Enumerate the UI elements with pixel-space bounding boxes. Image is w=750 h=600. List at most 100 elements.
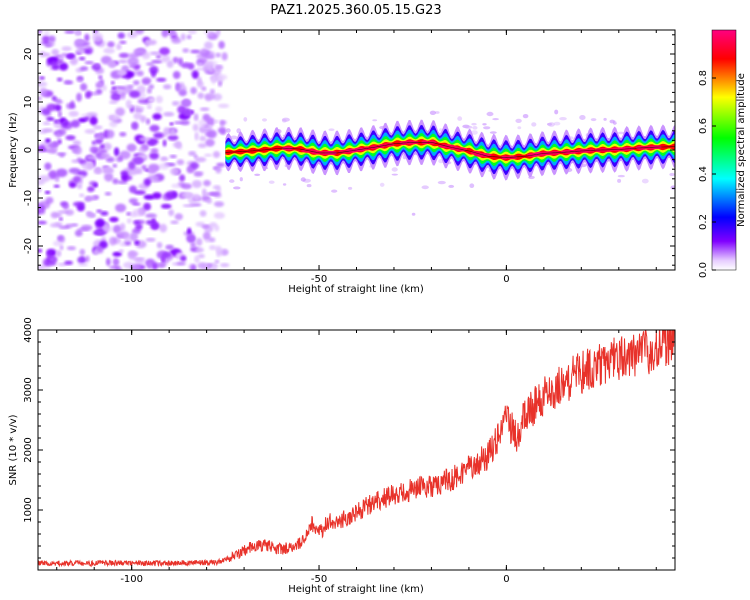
noise-blob [130,264,141,270]
y-tick-label: 4000 [23,317,34,342]
noise-blob [49,222,62,228]
noise-blob [214,64,223,69]
noise-blob [95,218,105,227]
noise-blob [134,260,145,264]
noise-blob [66,102,73,110]
noise-blob [157,262,167,267]
noise-blob [74,229,83,237]
signal-track [225,119,675,181]
noise-blob [61,53,68,57]
noise-blob [132,202,141,206]
x-tick-label: -100 [120,274,143,285]
noise-blob [76,92,82,102]
noise-blob [139,136,151,142]
halo-blob [531,122,537,127]
noise-blob [129,212,137,218]
noise-blob [78,56,86,61]
halo-blob [547,122,555,127]
noise-blob [213,67,222,77]
noise-blob [44,261,57,266]
noise-blob [135,30,144,35]
signal-spine [225,142,675,158]
noise-blob [120,170,129,176]
noise-blob [212,93,223,101]
noise-blob [156,242,163,249]
noise-blob [84,116,90,122]
y-tick-label: 3000 [23,377,34,402]
noise-blob [169,122,174,126]
colorbar-label: Normalized spectral amplitude [736,73,747,227]
noise-blob [193,154,198,159]
noise-blob [113,147,120,157]
noise-blob [213,119,219,124]
noise-blob [109,265,120,270]
noise-blob [163,84,172,90]
noise-blob [45,138,51,144]
noise-blob [217,103,230,108]
noise-blob [107,114,120,121]
noise-blob [147,87,152,94]
bottom-y-axis-label: SNR (10 * v/v) [8,414,19,485]
noise-blob [43,30,50,36]
noise-blob [112,251,122,257]
noise-blob [149,124,160,132]
noise-blob [194,131,199,141]
noise-blob [167,134,179,141]
noise-blob [191,180,202,188]
noise-blob [116,69,128,76]
halo-blob [439,128,443,132]
noise-blob [133,112,143,120]
noise-blob [155,95,163,104]
noise-blob [208,237,216,243]
noise-blob [181,192,194,198]
noise-blob [204,239,210,243]
noise-blob [118,249,124,253]
noise-blob [38,81,48,87]
noise-blob [198,62,203,66]
noise-blob [109,100,118,105]
halo-blob [429,110,436,116]
noise-blob [209,88,215,95]
noise-blob [179,174,186,182]
halo-blob [239,177,243,182]
bottom-x-axis-label: Height of straight line (km) [288,584,424,595]
noise-blob [180,255,187,262]
noise-blob [202,231,211,241]
noise-blob [166,60,174,68]
noise-blob [57,235,64,242]
noise-blob [180,62,191,69]
noise-blob [50,211,59,219]
bottom-x-ticks: -100 -50 0 [56,330,657,585]
noise-blob [190,242,196,248]
noise-blob [95,81,103,89]
noise-blob [59,245,64,251]
noise-blob [197,143,207,149]
halo-blob [262,118,267,122]
noise-blob [102,166,114,175]
noise-blob [132,156,144,165]
noise-blob [180,33,186,41]
noise-blob [212,151,221,158]
noise-blob [89,116,98,126]
noise-blob [46,147,57,154]
noise-blob [62,201,70,210]
noise-blob [61,46,72,52]
y-tick-label: 0 [23,147,34,153]
noise-blob [100,149,108,154]
noise-blob [63,80,74,85]
noise-blob [102,84,107,92]
noise-blob [59,153,65,158]
noise-blob [86,196,97,201]
noise-blob [42,121,51,125]
noise-blob [42,128,54,133]
noise-blob [47,41,56,47]
noise-blob [211,75,217,85]
noise-blob [38,248,43,253]
noise-blob [218,40,225,49]
noise-blob [94,138,103,145]
noise-blob [190,87,197,95]
halo-blob [553,121,561,126]
noise-blob [76,203,85,212]
halo-blob [522,114,529,119]
noise-blob [126,143,137,152]
